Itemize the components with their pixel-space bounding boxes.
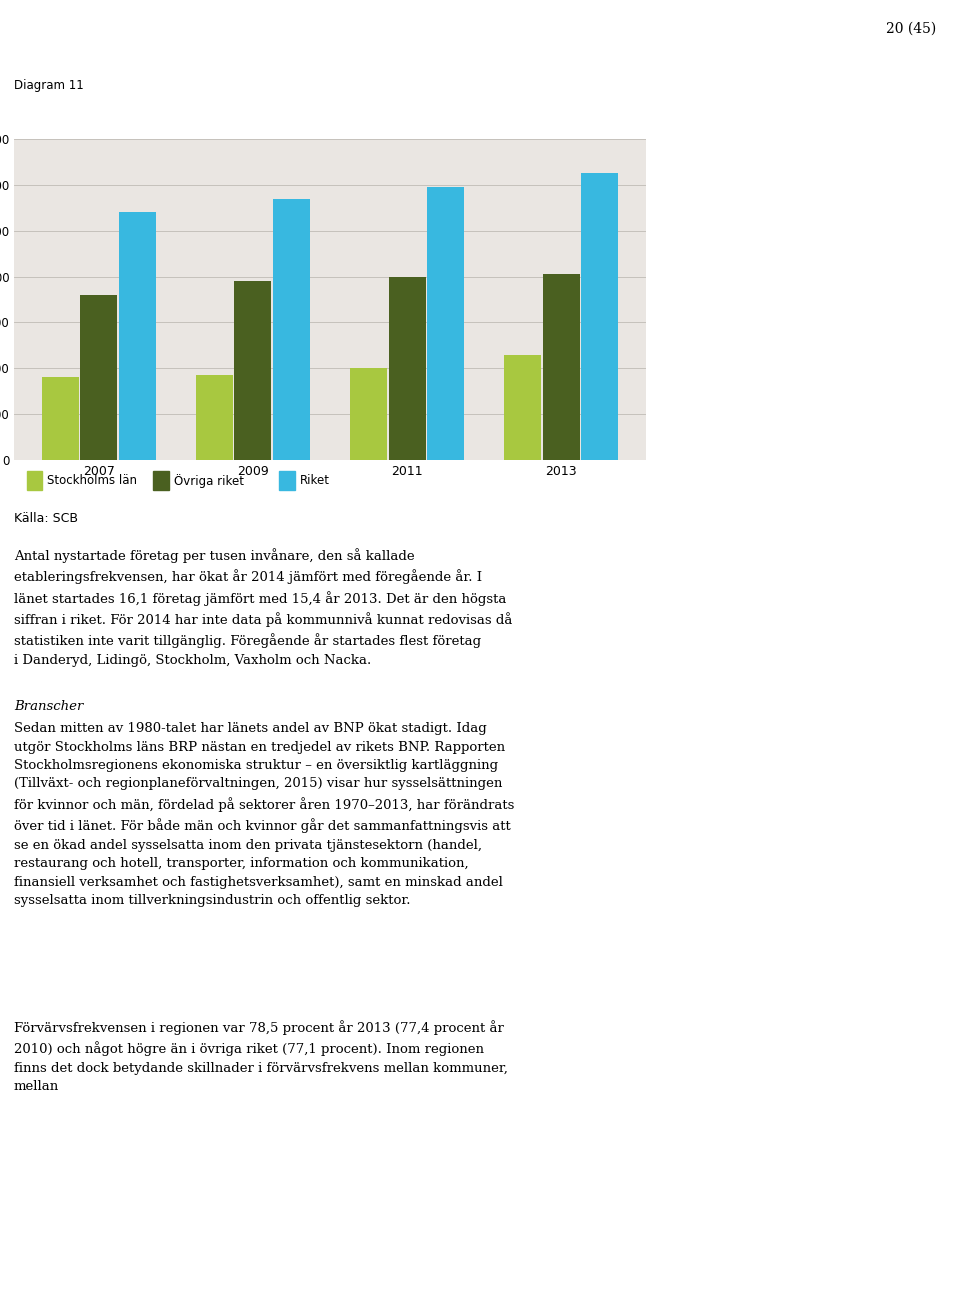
Bar <box>41 377 79 460</box>
Text: Källa: SCB: Källa: SCB <box>14 512 78 525</box>
Text: Antal nystartade företag per tusen invånare, den så kallade
etableringsfrekvense: Antal nystartade företag per tusen invån… <box>14 548 513 667</box>
Text: Branscher: Branscher <box>14 700 84 713</box>
Bar <box>81 295 117 460</box>
Text: Regionalt fördelade FoU-utgifter (miljoner kr): Regionalt fördelade FoU-utgifter (miljon… <box>21 117 380 132</box>
Bar <box>234 281 272 460</box>
Bar <box>153 472 169 490</box>
Bar <box>27 472 42 490</box>
Text: 20 (45): 20 (45) <box>886 22 936 36</box>
Bar <box>542 275 580 460</box>
Bar <box>389 276 425 460</box>
Text: Övriga riket: Övriga riket <box>174 473 244 488</box>
Bar <box>350 368 387 460</box>
Text: Sedan mitten av 1980-talet har länets andel av BNP ökat stadigt. Idag
utgör Stoc: Sedan mitten av 1980-talet har länets an… <box>14 722 515 907</box>
Text: Stockholms län: Stockholms län <box>47 475 137 488</box>
Bar <box>119 212 156 460</box>
Bar <box>504 355 541 460</box>
Bar <box>427 187 464 460</box>
Bar <box>273 199 310 460</box>
Text: Förvärvsfrekvensen i regionen var 78,5 procent år 2013 (77,4 procent år
2010) oc: Förvärvsfrekvensen i regionen var 78,5 p… <box>14 1020 508 1093</box>
Text: Diagram 11: Diagram 11 <box>14 79 84 92</box>
Bar <box>581 174 618 460</box>
Text: Riket: Riket <box>300 475 330 488</box>
Bar <box>196 375 233 460</box>
Bar <box>279 472 296 490</box>
